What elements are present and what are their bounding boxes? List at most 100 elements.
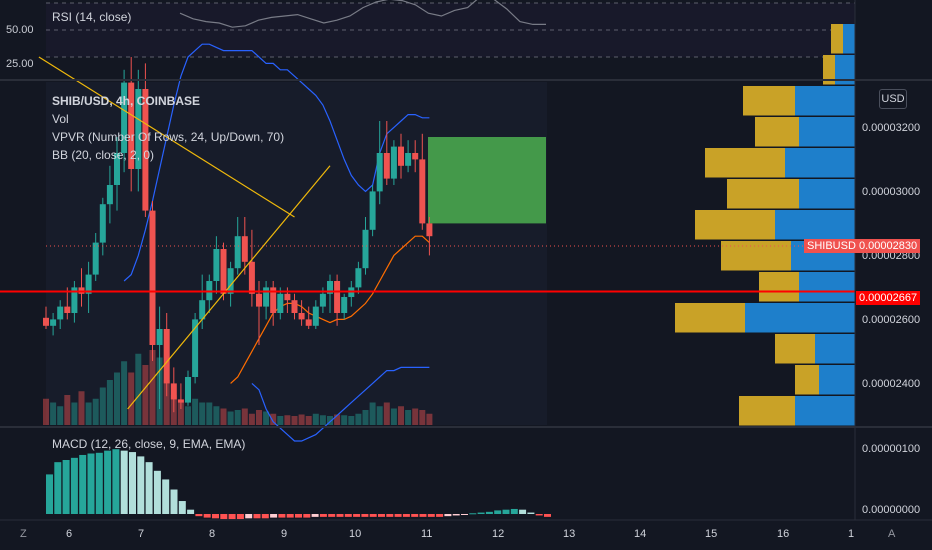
- price-tick-3200: 0.00003200: [862, 122, 921, 134]
- volume-bar: [199, 402, 206, 425]
- macd-hist-bar: [535, 514, 543, 516]
- candle-body[interactable]: [327, 281, 333, 294]
- candle-body[interactable]: [92, 242, 99, 275]
- candle-body[interactable]: [43, 317, 49, 326]
- candle-body[interactable]: [305, 319, 312, 326]
- candle-body[interactable]: [426, 223, 433, 237]
- x-tick-8: 8: [209, 528, 216, 540]
- candle-body[interactable]: [135, 89, 142, 169]
- volume-bar: [135, 353, 142, 425]
- candle-body[interactable]: [412, 153, 419, 160]
- vpvr-down-bar: [759, 272, 799, 302]
- candle-body[interactable]: [248, 261, 255, 294]
- vpvr-legend[interactable]: VPVR (Number Of Rows, 24, Up/Down, 70): [52, 130, 285, 144]
- x-tick-14: 14: [634, 528, 647, 540]
- vpvr-up-bar: [775, 210, 855, 240]
- candle-body[interactable]: [312, 306, 319, 326]
- trend-line-0[interactable]: [127, 165, 331, 410]
- candle-body[interactable]: [234, 236, 241, 269]
- candle-body[interactable]: [64, 306, 71, 313]
- candle-body[interactable]: [57, 306, 64, 320]
- zoom-button[interactable]: Z: [20, 528, 27, 540]
- vpvr-down-bar: [775, 334, 815, 364]
- currency-button[interactable]: USD: [879, 89, 907, 109]
- candle-body[interactable]: [149, 210, 156, 345]
- candle-body[interactable]: [50, 319, 57, 326]
- candle-body[interactable]: [163, 329, 170, 384]
- candle-body[interactable]: [319, 293, 326, 307]
- rsi-level-25: 25.00: [6, 58, 34, 70]
- bb-legend[interactable]: BB (20, close, 2, 0): [52, 148, 155, 162]
- macd-hist-bar: [494, 510, 502, 514]
- candle-body[interactable]: [376, 153, 383, 192]
- macd-hist-bar: [485, 511, 493, 514]
- candle-body[interactable]: [220, 249, 227, 294]
- macd-hist-bar: [129, 452, 136, 514]
- volume-bar: [149, 350, 156, 425]
- candle-body[interactable]: [355, 268, 362, 288]
- candle-body[interactable]: [284, 293, 291, 301]
- volume-bar: [312, 413, 319, 425]
- macd-hist-bar: [402, 514, 410, 517]
- x-tick-15: 15: [705, 528, 718, 540]
- macd-hist-bar: [145, 462, 153, 514]
- candle-body[interactable]: [170, 383, 177, 400]
- macd-hist-bar: [195, 514, 203, 517]
- macd-hist-bar: [328, 514, 336, 517]
- candle-body[interactable]: [192, 319, 199, 377]
- candle-body[interactable]: [99, 204, 106, 243]
- vpvr-up-bar: [835, 55, 855, 85]
- candle-body[interactable]: [419, 159, 426, 224]
- candle-body[interactable]: [142, 89, 149, 211]
- macd-hist-bar: [303, 514, 311, 518]
- candle-body[interactable]: [334, 281, 341, 313]
- candle-body[interactable]: [199, 300, 206, 320]
- candle-body[interactable]: [291, 300, 298, 313]
- volume-bar: [106, 380, 113, 425]
- level-line-badge: 0.00002667: [856, 291, 921, 305]
- candle-body[interactable]: [398, 146, 404, 166]
- candle-body[interactable]: [106, 185, 113, 205]
- trend-line-1[interactable]: [38, 56, 295, 218]
- candle-body[interactable]: [369, 191, 376, 230]
- macd-hist-bar: [170, 489, 178, 514]
- bb-basis-line: [230, 235, 430, 384]
- symbol-legend[interactable]: SHIB/USD, 4h, COINBASE: [52, 94, 201, 108]
- candle-body[interactable]: [85, 274, 92, 294]
- candle-body[interactable]: [362, 229, 369, 269]
- rsi-legend: RSI (14, close): [52, 10, 132, 24]
- candle-body[interactable]: [277, 293, 284, 313]
- vpvr-down-bar: [721, 241, 791, 271]
- candle-body[interactable]: [390, 146, 397, 179]
- candle-body[interactable]: [71, 287, 78, 313]
- candle-body[interactable]: [156, 329, 163, 345]
- candle-body[interactable]: [241, 236, 248, 262]
- candle-body[interactable]: [128, 82, 135, 169]
- candle-body[interactable]: [405, 153, 412, 166]
- candle-body[interactable]: [383, 153, 390, 179]
- volume-bar: [142, 365, 149, 425]
- candle-body[interactable]: [263, 287, 270, 307]
- auto-scale-button[interactable]: A: [888, 528, 896, 540]
- vpvr-down-bar: [795, 365, 819, 395]
- candle-body[interactable]: [121, 82, 128, 153]
- volume-bar: [234, 410, 241, 425]
- macd-hist-bar: [361, 514, 369, 517]
- vol-legend[interactable]: Vol: [52, 112, 69, 126]
- drawn-rectangle[interactable]: [428, 137, 546, 224]
- macd-hist-bar: [544, 514, 551, 517]
- candle-body[interactable]: [298, 313, 305, 320]
- macd-hist-bar: [203, 514, 211, 518]
- candle-body[interactable]: [256, 293, 262, 307]
- candle-body[interactable]: [114, 153, 120, 185]
- price-tick-3000: 0.00003000: [862, 186, 921, 198]
- vpvr-down-bar: [755, 117, 799, 147]
- candle-body[interactable]: [227, 268, 234, 294]
- candle-body[interactable]: [213, 249, 220, 281]
- candle-body[interactable]: [177, 399, 184, 403]
- candle-body[interactable]: [270, 287, 277, 313]
- candle-body[interactable]: [185, 377, 191, 403]
- candle-body[interactable]: [341, 297, 348, 313]
- volume-bar: [355, 413, 362, 425]
